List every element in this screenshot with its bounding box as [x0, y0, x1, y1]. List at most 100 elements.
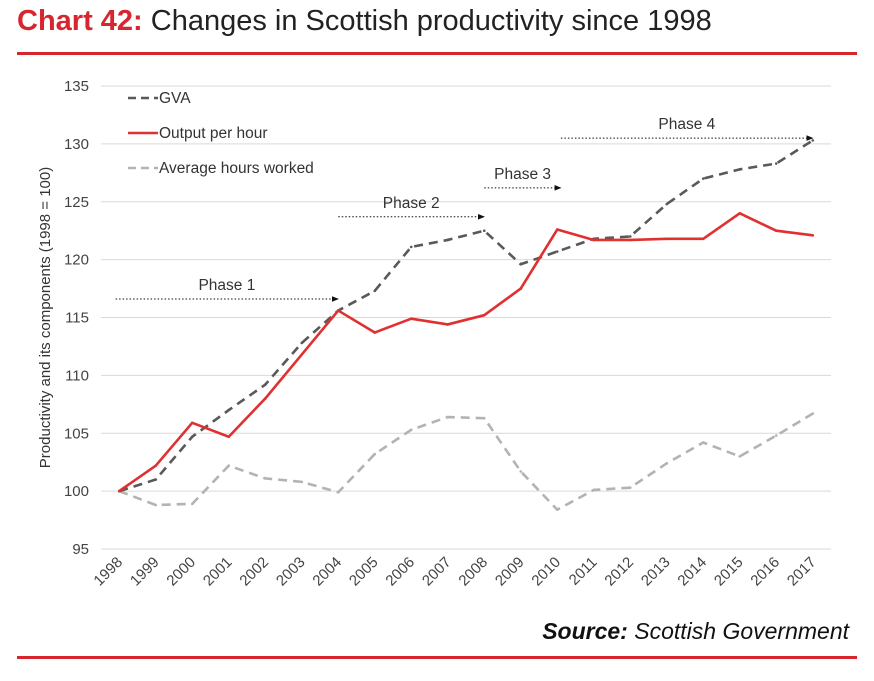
data-point: [774, 229, 778, 232]
x-tick-label: 2008: [455, 554, 491, 590]
y-axis-label: Productivity and its components (1998 = …: [37, 167, 54, 468]
data-point: [154, 503, 158, 507]
y-tick-label: 125: [64, 194, 89, 211]
phase-label: Phase 4: [658, 116, 715, 133]
data-point: [665, 202, 669, 206]
x-tick-label: 2007: [419, 554, 455, 590]
x-tick-label: 2006: [382, 554, 418, 590]
data-point: [774, 162, 778, 165]
data-point: [482, 313, 486, 317]
data-point: [300, 353, 304, 356]
series-line-average-hours-worked: [118, 412, 814, 511]
data-point: [738, 168, 742, 171]
y-tick-label: 135: [64, 78, 89, 95]
series-line-output-per-hour: [118, 212, 813, 493]
data-point: [555, 250, 559, 253]
data-point: [592, 488, 596, 492]
data-point: [701, 441, 705, 444]
data-point: [446, 415, 450, 419]
data-point: [190, 502, 194, 506]
data-point: [555, 228, 559, 231]
data-point: [373, 289, 377, 293]
source-value: Scottish Government: [634, 618, 849, 644]
top-rule: [17, 52, 857, 55]
x-tick-label: 2002: [236, 554, 272, 590]
data-point: [482, 229, 486, 232]
x-tick-label: 1999: [127, 554, 163, 590]
y-tick-label: 105: [64, 425, 89, 442]
y-tick-label: 110: [65, 367, 89, 384]
data-point: [738, 212, 742, 215]
data-point: [592, 238, 596, 242]
data-point: [154, 464, 158, 467]
data-point: [446, 238, 450, 242]
data-point: [263, 397, 267, 400]
data-point: [300, 480, 304, 484]
data-point: [665, 462, 669, 465]
data-point: [482, 416, 486, 420]
x-tick-label: 2001: [200, 554, 236, 590]
data-point: [409, 428, 413, 432]
data-point: [811, 234, 815, 237]
y-tick-label: 95: [72, 541, 89, 558]
x-tick-label: 2012: [601, 554, 637, 590]
x-tick-label: 1998: [90, 554, 126, 590]
data-point: [373, 452, 377, 456]
x-tick-label: 2009: [492, 554, 528, 590]
phase-label: Phase 1: [198, 277, 255, 294]
data-point: [336, 309, 340, 312]
data-point: [373, 331, 377, 334]
data-point: [701, 177, 705, 180]
data-point: [628, 238, 632, 242]
data-point: [154, 478, 158, 481]
data-point: [738, 455, 742, 458]
data-point: [628, 486, 632, 489]
phase-label: Phase 3: [494, 166, 551, 183]
y-tick-label: 130: [64, 136, 89, 153]
data-point: [665, 237, 669, 241]
x-tick-label: 2017: [784, 554, 820, 590]
data-point: [190, 421, 194, 425]
x-tick-label: 2000: [163, 554, 199, 590]
data-point: [409, 317, 413, 320]
data-point: [409, 245, 413, 249]
x-tick-label: 2013: [638, 554, 674, 590]
data-point: [227, 464, 231, 467]
chart-number: Chart 42:: [17, 5, 143, 37]
data-point: [190, 435, 194, 439]
chart-header: Chart 42: Changes in Scottish productivi…: [17, 5, 712, 38]
data-point: [519, 470, 523, 473]
phase-label: Phase 2: [383, 195, 440, 212]
source-note: Source: Scottish Government: [542, 618, 849, 645]
data-point: [519, 262, 523, 266]
legend-label: Output per hour: [159, 125, 268, 142]
data-point: [336, 490, 340, 494]
data-point: [227, 408, 231, 412]
data-point: [555, 508, 559, 511]
bottom-rule: [17, 656, 857, 659]
x-tick-label: 2016: [747, 554, 783, 590]
x-tick-label: 2010: [528, 554, 564, 590]
data-point: [227, 435, 231, 439]
data-point: [519, 287, 523, 290]
data-point: [811, 412, 815, 415]
x-tick-label: 2005: [346, 554, 382, 590]
data-point: [300, 341, 304, 345]
x-tick-label: 2004: [309, 554, 345, 590]
x-tick-label: 2014: [674, 554, 710, 590]
data-point: [263, 477, 267, 480]
data-point: [263, 383, 267, 386]
y-tick-label: 120: [64, 252, 89, 269]
x-tick-label: 2011: [566, 554, 601, 589]
y-tick-label: 100: [64, 483, 89, 500]
x-tick-label: 2003: [273, 554, 309, 590]
data-point: [628, 235, 632, 238]
data-point: [446, 323, 450, 326]
y-tick-label: 115: [65, 310, 89, 327]
data-point: [811, 139, 815, 142]
data-point: [117, 489, 121, 493]
data-point: [774, 434, 778, 437]
x-tick-label: 2015: [711, 554, 747, 590]
source-label: Source:: [542, 618, 628, 644]
